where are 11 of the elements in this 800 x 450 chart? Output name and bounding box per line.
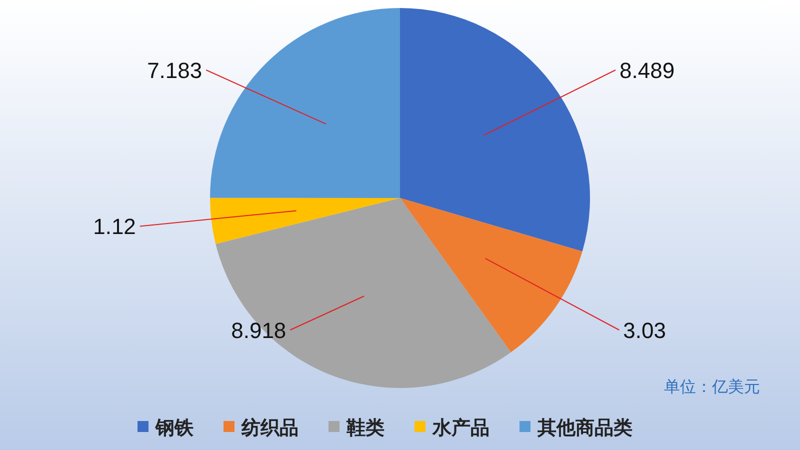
legend-label: 水产品 xyxy=(432,417,490,439)
legend-label: 纺织品 xyxy=(240,417,298,439)
data-label: 8.489 xyxy=(620,58,675,83)
data-label: 1.12 xyxy=(93,214,136,240)
text: 单位：亿美元 xyxy=(664,378,760,396)
legend-label: 鞋类 xyxy=(346,417,384,439)
data-label: 3.03 xyxy=(623,318,666,343)
data-label: 7.183 xyxy=(147,58,202,83)
data-label: 8.918 xyxy=(231,318,286,343)
legend-label: 钢铁 xyxy=(154,418,194,439)
legend-label: 其他商品类 xyxy=(536,417,632,439)
